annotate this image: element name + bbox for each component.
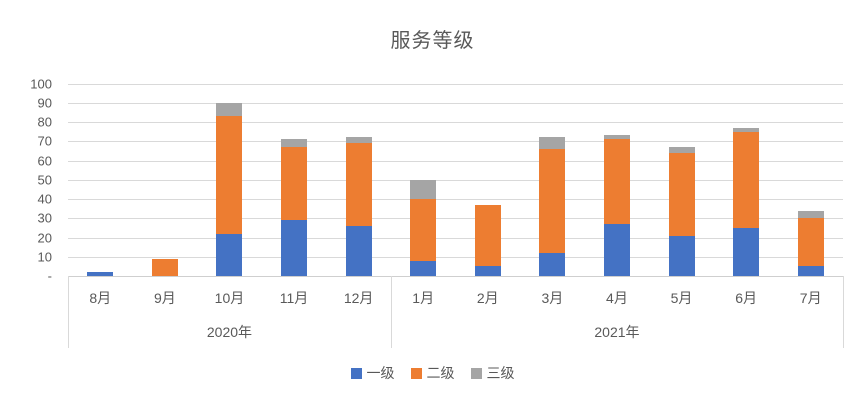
- x-label-3月: 3月: [541, 290, 564, 306]
- bar-segment-三级-6月[interactable]: [733, 127, 760, 132]
- bar-segment-一级-1月[interactable]: [410, 260, 437, 276]
- x-label-10月: 10月: [214, 290, 245, 306]
- gridline-80: [68, 122, 843, 123]
- year-label-2021年: 2021年: [594, 324, 640, 340]
- y-axis-tick-label: 30: [37, 210, 52, 226]
- x-label-5月: 5月: [670, 290, 693, 306]
- bar-segment-一级-3月[interactable]: [539, 252, 566, 276]
- gridline-50: [68, 179, 843, 181]
- bar-segment-三级-12月[interactable]: [345, 137, 372, 144]
- x-label-6月: 6月: [735, 290, 758, 306]
- x-label-1月: 1月: [412, 290, 435, 306]
- x-label-4月: 4月: [606, 290, 628, 306]
- legend-label: 二级: [426, 365, 455, 381]
- axis-separator-2: [843, 276, 844, 348]
- chart-title: 服务等级: [390, 30, 475, 52]
- gridline-60: [68, 160, 843, 162]
- bar-segment-一级-7月[interactable]: [797, 266, 824, 276]
- bar-segment-二级-9月[interactable]: [151, 258, 178, 276]
- bar-segment-二级-11月[interactable]: [281, 147, 308, 221]
- bar-segment-一级-12月[interactable]: [345, 225, 372, 276]
- x-label-9月: 9月: [153, 290, 176, 306]
- gridline-30: [68, 218, 843, 220]
- x-label-11月: 11月: [279, 290, 309, 306]
- bar-segment-二级-4月[interactable]: [603, 139, 630, 224]
- bar-segment-一级-8月[interactable]: [87, 272, 114, 276]
- y-axis-tick-label: 10: [37, 249, 52, 265]
- legend-swatch-icon: [410, 367, 422, 379]
- gridline-90: [68, 102, 843, 104]
- bar-segment-三级-3月[interactable]: [539, 137, 566, 149]
- legend-item-一级[interactable]: 一级: [350, 363, 395, 383]
- y-axis-tick-label: 20: [37, 230, 52, 245]
- bar-segment-一级-4月[interactable]: [603, 224, 630, 276]
- bar-segment-二级-10月[interactable]: [216, 116, 243, 234]
- bar-segment-二级-2月[interactable]: [474, 204, 501, 267]
- y-axis-tick-label: 90: [37, 95, 52, 111]
- bar-segment-二级-3月[interactable]: [539, 148, 566, 253]
- bar-segment-三级-4月[interactable]: [603, 135, 630, 140]
- legend-item-三级[interactable]: 三级: [470, 363, 515, 383]
- bar-segment-二级-5月[interactable]: [668, 152, 695, 236]
- axis-separator-0: [68, 276, 69, 348]
- legend: 一级 二级 三级: [0, 363, 865, 383]
- x-label-12月: 12月: [343, 290, 374, 306]
- bar-segment-一级-11月[interactable]: [281, 220, 308, 276]
- bar-segment-三级-11月[interactable]: [281, 139, 308, 147]
- gridline-100: [68, 83, 843, 85]
- bar-segment-三级-1月[interactable]: [410, 179, 437, 199]
- bar-segment-一级-6月[interactable]: [733, 227, 760, 276]
- y-axis-tick-label: 50: [37, 172, 52, 188]
- bar-segment-二级-6月[interactable]: [733, 131, 760, 228]
- bar-segment-三级-10月[interactable]: [216, 102, 243, 117]
- year-label-2020年: 2020年: [206, 324, 253, 340]
- bar-segment-一级-2月[interactable]: [474, 266, 501, 276]
- bar-segment-一级-5月[interactable]: [668, 235, 695, 276]
- x-label-2月: 2月: [476, 290, 499, 306]
- legend-swatch-icon: [350, 367, 362, 379]
- bar-segment-二级-7月[interactable]: [797, 218, 824, 267]
- gridline-20: [68, 237, 843, 239]
- bar-segment-三级-7月[interactable]: [797, 210, 824, 219]
- y-axis-tick-label: 100: [30, 76, 52, 91]
- y-axis-tick-label: 40: [37, 191, 52, 207]
- y-axis-tick-label: 60: [37, 153, 52, 168]
- y-axis-tick-label: 70: [37, 133, 52, 149]
- legend-label: 一级: [366, 365, 395, 381]
- gridline-10: [68, 256, 843, 258]
- x-label-8月: 8月: [89, 290, 112, 306]
- legend-swatch-icon: [470, 367, 482, 379]
- bar-segment-二级-12月[interactable]: [345, 143, 372, 226]
- bar-segment-二级-1月[interactable]: [410, 199, 437, 261]
- gridline-40: [68, 199, 843, 200]
- axis-separator-1: [390, 276, 392, 348]
- y-axis-tick-label: -: [47, 268, 52, 284]
- x-label-7月: 7月: [799, 290, 822, 306]
- bar-segment-三级-5月[interactable]: [668, 147, 695, 153]
- y-axis-tick-label: 80: [37, 114, 52, 130]
- x-axis-line: [68, 276, 843, 277]
- legend-label: 三级: [486, 365, 515, 381]
- bar-segment-一级-10月[interactable]: [216, 233, 243, 276]
- legend-item-二级[interactable]: 二级: [410, 363, 455, 383]
- gridline-70: [68, 141, 843, 143]
